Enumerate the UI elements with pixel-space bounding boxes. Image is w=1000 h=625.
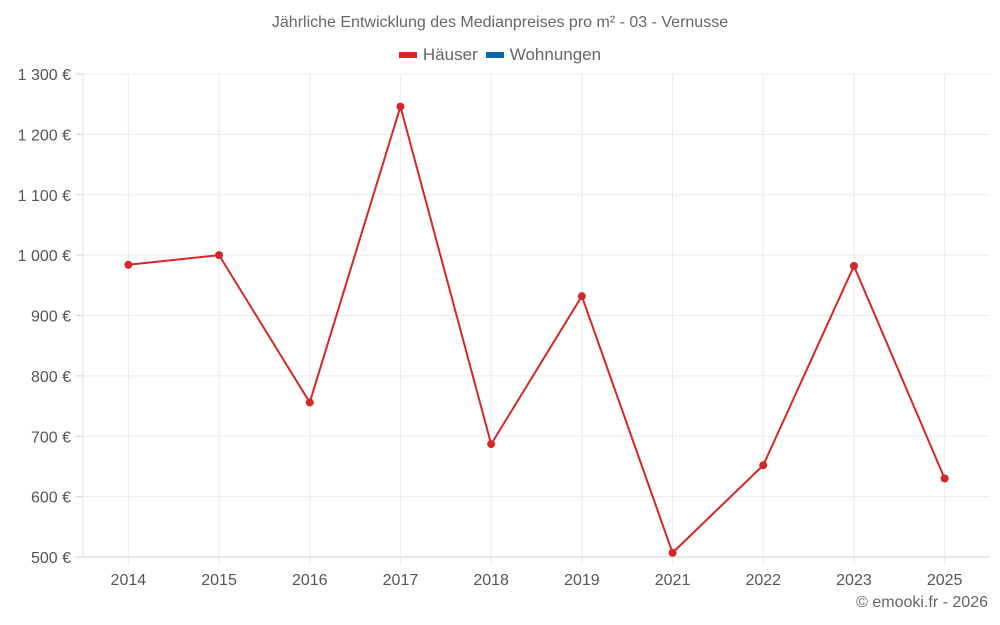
x-tick-label: 2023 [836, 572, 872, 589]
y-tick-label: 1 300 € [18, 67, 71, 84]
data-point[interactable] [849, 261, 858, 270]
data-point[interactable] [577, 292, 586, 301]
legend-swatch-haeuser [398, 52, 417, 58]
x-tick-label: 2015 [201, 572, 237, 589]
data-point[interactable] [668, 548, 677, 557]
copyright-credit: © emooki.fr - 2026 [856, 594, 988, 611]
y-tick-label: 1 000 € [18, 248, 71, 265]
legend-label-wohnungen: Wohnungen [509, 45, 602, 64]
y-tick-label: 900 € [31, 309, 71, 326]
x-tick-label: 2016 [292, 572, 328, 589]
y-tick-label: 1 100 € [18, 188, 71, 205]
chart-title: Jährliche Entwicklung des Medianpreises … [271, 14, 729, 31]
y-tick-label: 800 € [31, 369, 71, 386]
legend-label-haeuser: Häuser [422, 45, 478, 64]
data-point[interactable] [396, 102, 405, 111]
x-tick-label: 2025 [927, 572, 963, 589]
y-tick-label: 600 € [31, 490, 71, 507]
data-point[interactable] [305, 398, 314, 407]
y-tick-label: 500 € [31, 550, 71, 567]
x-tick-label: 2017 [383, 572, 419, 589]
y-tick-label: 700 € [31, 429, 71, 446]
x-tick-label: 2018 [473, 572, 509, 589]
legend-item-haeuser[interactable]: Häuser [398, 45, 478, 65]
x-tick-label: 2019 [564, 572, 600, 589]
data-point[interactable] [124, 260, 133, 269]
x-tick-label: 2022 [745, 572, 781, 589]
data-point[interactable] [940, 474, 949, 483]
x-tick-label: 2014 [111, 572, 147, 589]
data-point[interactable] [487, 440, 496, 449]
x-tick-label: 2021 [655, 572, 691, 589]
data-point[interactable] [759, 461, 768, 470]
series-line [128, 102, 946, 555]
legend-swatch-wohnungen [485, 52, 504, 58]
legend-item-wohnungen[interactable]: Wohnungen [485, 45, 602, 65]
y-tick-label: 1 200 € [18, 127, 71, 144]
chart-legend: Häuser Wohnungen [0, 45, 1000, 65]
data-point[interactable] [215, 251, 224, 260]
